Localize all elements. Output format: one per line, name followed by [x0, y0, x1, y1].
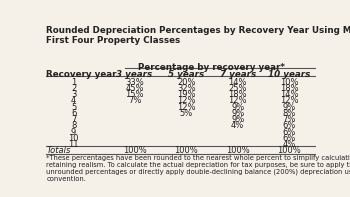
- Text: 18%: 18%: [280, 84, 299, 93]
- Text: 12%: 12%: [280, 97, 299, 105]
- Text: 14%: 14%: [280, 90, 299, 99]
- Text: 19%: 19%: [177, 90, 195, 99]
- Text: 4%: 4%: [282, 140, 296, 149]
- Text: Totals: Totals: [47, 146, 71, 155]
- Text: 100%: 100%: [226, 146, 250, 155]
- Text: 7%: 7%: [128, 97, 141, 105]
- Text: 6%: 6%: [282, 127, 296, 137]
- Text: 7: 7: [71, 115, 76, 124]
- Text: 9%: 9%: [231, 109, 244, 118]
- Text: 9%: 9%: [231, 103, 244, 112]
- Text: 15%: 15%: [125, 90, 144, 99]
- Text: 11: 11: [68, 140, 79, 149]
- Text: 100%: 100%: [123, 146, 147, 155]
- Text: *These percentages have been rounded to the nearest whole percent to simplify ca: *These percentages have been rounded to …: [47, 155, 350, 182]
- Text: 5: 5: [71, 103, 76, 112]
- Text: 7%: 7%: [282, 115, 296, 124]
- Text: 12%: 12%: [229, 97, 247, 105]
- Text: 12%: 12%: [177, 97, 195, 105]
- Text: 8: 8: [71, 121, 76, 130]
- Text: 45%: 45%: [125, 84, 144, 93]
- Text: 9%: 9%: [231, 115, 244, 124]
- Text: 7 years: 7 years: [219, 70, 256, 79]
- Text: 18%: 18%: [229, 90, 247, 99]
- Text: 5%: 5%: [180, 109, 193, 118]
- Text: Percentage by recovery year*: Percentage by recovery year*: [139, 63, 285, 72]
- Text: 4: 4: [71, 97, 76, 105]
- Text: Recovery year: Recovery year: [47, 70, 117, 79]
- Text: 1: 1: [71, 78, 76, 87]
- Text: 3: 3: [71, 90, 76, 99]
- Text: 6%: 6%: [282, 134, 296, 143]
- Text: 33%: 33%: [125, 78, 144, 87]
- Text: 9: 9: [71, 127, 76, 137]
- Text: 10: 10: [68, 134, 79, 143]
- Text: 25%: 25%: [229, 84, 247, 93]
- Text: Rounded Depreciation Percentages by Recovery Year Using MACRS for
First Four Pro: Rounded Depreciation Percentages by Reco…: [47, 26, 350, 45]
- Text: 3 years: 3 years: [117, 70, 153, 79]
- Text: 100%: 100%: [174, 146, 198, 155]
- Text: 20%: 20%: [177, 78, 195, 87]
- Text: 10%: 10%: [280, 78, 299, 87]
- Text: 100%: 100%: [277, 146, 301, 155]
- Text: 12%: 12%: [177, 103, 195, 112]
- Text: 10 years: 10 years: [268, 70, 310, 79]
- Text: 8%: 8%: [282, 109, 296, 118]
- Text: 4%: 4%: [231, 121, 244, 130]
- Text: 5 years: 5 years: [168, 70, 204, 79]
- Text: 32%: 32%: [177, 84, 195, 93]
- Text: 9%: 9%: [282, 103, 296, 112]
- Text: 14%: 14%: [229, 78, 247, 87]
- Text: 6%: 6%: [282, 121, 296, 130]
- Text: 6: 6: [71, 109, 76, 118]
- Text: 2: 2: [71, 84, 76, 93]
